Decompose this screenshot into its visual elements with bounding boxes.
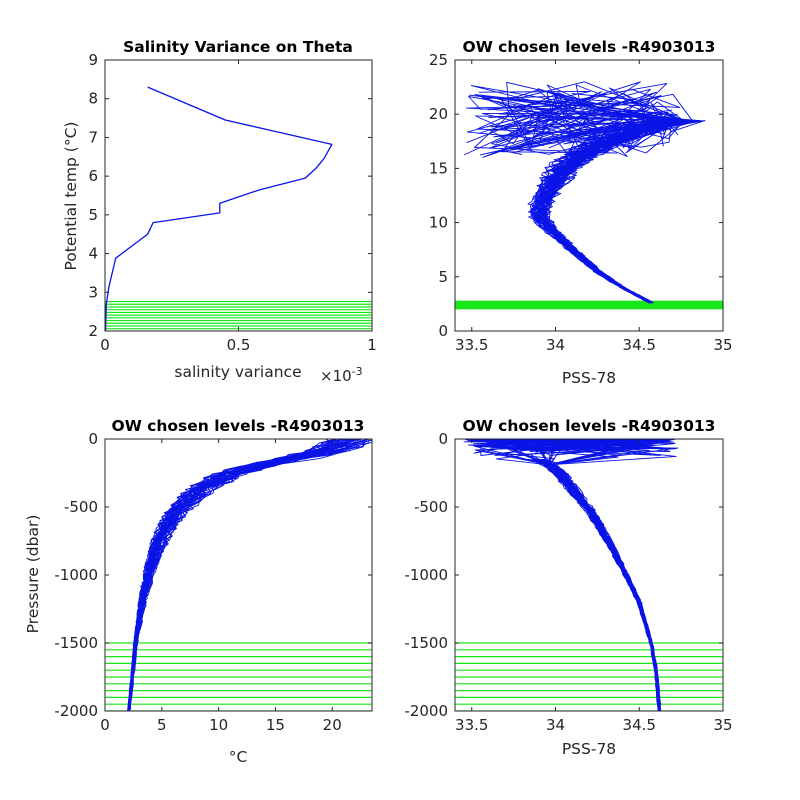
variance-title: Salinity Variance on Theta <box>123 38 353 56</box>
panel-theta-salinity: OW chosen levels -R4903013 PSS-78 33.5 34… <box>429 38 733 387</box>
theta_salinity-profile-line <box>466 115 677 304</box>
pressure_temperature-x-tick-label: 20 <box>323 716 342 734</box>
theta_salinity-marks <box>455 81 723 310</box>
theta_salinity-x-tick-label: 34.5 <box>623 336 656 354</box>
variance-y-tick-label: 5 <box>88 206 98 224</box>
variance-series-line <box>105 86 333 331</box>
variance-y-tick-label: 8 <box>88 90 98 108</box>
variance-y-tick-label: 4 <box>88 245 98 263</box>
pressure_salinity-profile-line <box>542 458 660 711</box>
pressure-salinity-plot-area: 33.5 34 34.5 35 -2000 -1500 -1000 -500 0 <box>404 430 732 734</box>
theta-salinity-title: OW chosen levels -R4903013 <box>463 38 716 56</box>
pressure_temperature-y-tick-label: 0 <box>88 430 98 448</box>
variance-ylabel: Potential temp (°C) <box>62 122 80 271</box>
variance-plot-area: 0 0.5 1 2 3 4 5 6 7 8 9 <box>88 51 376 354</box>
pressure_temperature-y-tick-label: -2000 <box>54 702 98 720</box>
theta_salinity-x-tick-label: 35 <box>713 336 732 354</box>
variance-marks <box>105 86 372 331</box>
variance-x-tick-label: 0.5 <box>227 336 251 354</box>
pressure_salinity-profile-line <box>529 458 660 711</box>
pressure_salinity-y-tick-label: -1000 <box>404 566 448 584</box>
theta_salinity-y-tick-label: 15 <box>429 159 448 177</box>
variance-x-tick-label: 1 <box>367 336 377 354</box>
pressure-temperature-xlabel: °C <box>229 748 248 766</box>
theta_salinity-y-tick-label: 20 <box>429 105 448 123</box>
pressure-salinity-xlabel: PSS-78 <box>562 740 616 758</box>
panel-pressure-salinity: OW chosen levels -R4903013 PSS-78 33.5 34… <box>404 417 732 758</box>
pressure-temperature-title: OW chosen levels -R4903013 <box>112 417 365 435</box>
theta-salinity-plot-area: 33.5 34 34.5 35 0 5 10 15 20 25 <box>429 51 733 354</box>
variance-xlabel: salinity variance <box>174 363 301 381</box>
pressure_salinity-y-tick-label: -1500 <box>404 634 448 652</box>
panel-pressure-temperature: OW chosen levels -R4903013 °C Pressure (… <box>24 417 373 766</box>
pressure_salinity-y-tick-label: 0 <box>438 430 448 448</box>
pressure_temperature-x-tick-label: 10 <box>209 716 228 734</box>
theta_salinity-profile-line <box>488 93 705 304</box>
pressure_salinity-y-tick-label: -500 <box>414 498 448 516</box>
variance-x-multiplier: ×10-3 <box>320 365 363 385</box>
pressure_salinity-marks <box>455 439 723 711</box>
variance-y-tick-label: 9 <box>88 51 98 69</box>
pressure_temperature-x-tick-label: 15 <box>266 716 285 734</box>
pressure_salinity-x-tick-label: 33.5 <box>455 716 488 734</box>
pressure_temperature-profile-line <box>128 439 352 711</box>
pressure_temperature-profile-line <box>129 439 365 711</box>
pressure_temperature-marks <box>105 439 372 711</box>
variance-y-tick-label: 6 <box>88 167 98 185</box>
pressure-temperature-ylabel: Pressure (dbar) <box>24 515 42 634</box>
theta_salinity-x-tick-label: 33.5 <box>455 336 488 354</box>
theta_salinity-y-tick-label: 10 <box>429 214 448 232</box>
variance-x-multiplier-base: ×10 <box>320 367 352 385</box>
panel-variance: Salinity Variance on Theta salinity vari… <box>62 38 377 385</box>
pressure_salinity-y-tick-label: -2000 <box>404 702 448 720</box>
pressure_temperature-x-tick-label: 5 <box>157 716 167 734</box>
theta_salinity-x-tick-label: 34 <box>546 336 565 354</box>
pressure-salinity-title: OW chosen levels -R4903013 <box>463 417 716 435</box>
pressure-temperature-plot-area: 0 5 10 15 20 -2000 -1500 -1000 -500 0 <box>54 430 373 734</box>
theta-salinity-xlabel: PSS-78 <box>562 369 616 387</box>
theta_salinity-y-tick-label: 25 <box>429 51 448 69</box>
variance-x-tick-label: 0 <box>100 336 110 354</box>
pressure_temperature-y-tick-label: -500 <box>64 498 98 516</box>
theta_salinity-y-tick-label: 5 <box>438 268 448 286</box>
pressure_salinity-surface-line <box>465 439 661 466</box>
pressure_temperature-x-tick-label: 0 <box>100 716 110 734</box>
variance-y-tick-label: 2 <box>88 322 98 340</box>
pressure_salinity-surface-line <box>473 439 653 466</box>
theta_salinity-profile-line <box>465 104 699 304</box>
pressure_salinity-x-tick-label: 34 <box>546 716 565 734</box>
variance-x-multiplier-exponent: -3 <box>352 365 363 378</box>
pressure_salinity-x-tick-label: 35 <box>713 716 732 734</box>
pressure_salinity-x-tick-label: 34.5 <box>623 716 656 734</box>
variance-y-tick-label: 7 <box>88 128 98 146</box>
pressure_temperature-profile-line <box>128 439 371 711</box>
pressure_temperature-y-tick-label: -1500 <box>54 634 98 652</box>
theta_salinity-axes-box <box>454 59 724 332</box>
pressure_salinity-profile-line <box>546 459 662 711</box>
pressure_salinity-surface-line <box>548 439 658 466</box>
theta_salinity-level-band <box>455 300 723 310</box>
theta_salinity-y-tick-label: 0 <box>438 322 448 340</box>
variance-y-tick-label: 3 <box>88 283 98 301</box>
pressure_temperature-profile-line <box>128 439 362 711</box>
pressure_temperature-y-tick-label: -1000 <box>54 566 98 584</box>
theta_salinity-profile-line <box>506 81 670 304</box>
